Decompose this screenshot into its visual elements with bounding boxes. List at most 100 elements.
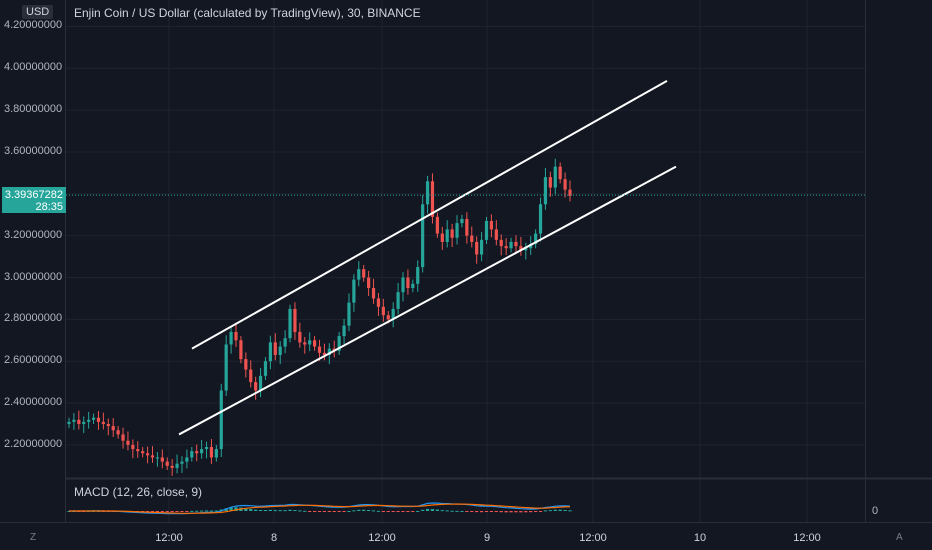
candle-body bbox=[337, 336, 341, 351]
price-tick-label: 2.20000000 bbox=[4, 437, 63, 450]
candle-body bbox=[445, 229, 449, 242]
candle-body bbox=[322, 352, 327, 355]
macd-zero-label: 0 bbox=[872, 505, 879, 517]
candle-body bbox=[524, 248, 528, 251]
candle-body bbox=[101, 421, 105, 424]
macd-bar bbox=[386, 511, 390, 512]
macd-bar bbox=[475, 511, 479, 513]
candle-body bbox=[145, 453, 150, 456]
candle-body bbox=[553, 166, 557, 188]
candle-body bbox=[185, 457, 189, 462]
price-tick-label: 4.20000000 bbox=[4, 19, 63, 32]
candle-body bbox=[509, 241, 513, 249]
candle-body bbox=[293, 308, 297, 332]
candle-body bbox=[563, 179, 567, 190]
candle-body bbox=[303, 342, 307, 345]
macd-bar bbox=[357, 509, 361, 511]
auto-scale-button[interactable]: A bbox=[896, 532, 903, 543]
macd-bar bbox=[298, 510, 302, 512]
candle-body bbox=[386, 315, 390, 320]
macd-bar bbox=[327, 511, 331, 512]
candle-body bbox=[416, 267, 420, 284]
macd-bar bbox=[543, 510, 548, 512]
candle-body bbox=[180, 461, 184, 464]
macd-bar bbox=[308, 511, 312, 512]
price-tick-label: 2.40000000 bbox=[4, 396, 63, 409]
candle-body bbox=[150, 455, 155, 458]
candle-body bbox=[401, 277, 405, 293]
candle-body bbox=[209, 446, 214, 458]
time-tick-label: 12:00 bbox=[155, 532, 183, 544]
candle-body bbox=[224, 344, 228, 391]
candle-body bbox=[155, 457, 160, 459]
candle-body bbox=[376, 298, 381, 307]
macd-bar bbox=[371, 510, 376, 512]
currency-badge[interactable]: USD bbox=[22, 5, 54, 19]
time-tick-label: 9 bbox=[483, 532, 491, 544]
zoom-reset-button[interactable]: Z bbox=[30, 532, 37, 543]
macd-bar bbox=[406, 511, 410, 512]
macd-bar bbox=[254, 509, 258, 511]
macd-bar bbox=[195, 510, 199, 512]
macd-bar bbox=[494, 511, 498, 513]
candle-body bbox=[465, 218, 469, 236]
candle-body bbox=[219, 390, 223, 450]
candle-body bbox=[342, 325, 346, 337]
current-price-label: 3.39367282 28:35 bbox=[2, 187, 66, 214]
candle-body bbox=[273, 342, 277, 355]
macd-bar bbox=[514, 511, 518, 513]
macd-bar bbox=[416, 510, 420, 512]
candle-body bbox=[67, 421, 71, 424]
price-axis[interactable]: 4.20000000 4.00000000 3.80000000 3.60000000… bbox=[0, 0, 66, 522]
candle-body bbox=[106, 423, 110, 427]
macd-bar bbox=[322, 511, 327, 512]
candle-body bbox=[268, 342, 272, 362]
price-tick-label: 2.60000000 bbox=[4, 354, 63, 367]
candle-body bbox=[558, 166, 562, 180]
candle-body bbox=[204, 446, 209, 450]
macd-bar bbox=[268, 509, 272, 511]
candle-body bbox=[239, 340, 243, 360]
candle-body bbox=[190, 451, 194, 458]
macd-bar bbox=[425, 508, 430, 511]
macd-bar bbox=[332, 511, 336, 513]
macd-bar bbox=[362, 509, 366, 511]
candle-body bbox=[450, 229, 454, 238]
macd-bar bbox=[312, 511, 317, 512]
candle-body bbox=[362, 269, 366, 278]
macd-bar bbox=[263, 510, 268, 512]
candle-body bbox=[278, 346, 282, 355]
macd-bar bbox=[160, 511, 164, 512]
macd-legend[interactable]: MACD (12, 26, close, 9) bbox=[74, 485, 203, 499]
macd-bar bbox=[568, 510, 572, 512]
macd-bar bbox=[401, 511, 405, 512]
macd-bar bbox=[155, 511, 160, 512]
macd-bar bbox=[460, 510, 464, 512]
time-tick-label: 10 bbox=[693, 532, 707, 544]
candle-body bbox=[121, 434, 125, 441]
candle-body bbox=[538, 204, 543, 234]
macd-bar bbox=[175, 511, 179, 512]
macd-bar bbox=[391, 511, 395, 512]
candle-body bbox=[479, 239, 484, 255]
channel-lines bbox=[178, 79, 677, 436]
macd-bar bbox=[411, 511, 415, 512]
macd-bar bbox=[367, 509, 371, 511]
chart-title: Enjin Coin / US Dollar (calculated by Tr… bbox=[74, 6, 421, 20]
time-axis[interactable]: Z 12:00 8 12:00 9 12:00 10 12:00 A bbox=[0, 522, 932, 550]
time-tick-label: 12:00 bbox=[368, 532, 396, 544]
candle-body bbox=[96, 417, 101, 422]
macd-bar bbox=[145, 511, 150, 512]
macd-bar bbox=[150, 511, 155, 512]
candle-body bbox=[229, 331, 233, 345]
candle-body bbox=[470, 235, 474, 242]
macd-bar bbox=[396, 511, 400, 512]
candle-body bbox=[244, 359, 248, 370]
candles bbox=[67, 158, 572, 476]
macd-bar bbox=[455, 510, 459, 512]
macd-bar bbox=[219, 509, 223, 511]
candle-body bbox=[312, 340, 317, 347]
macd-bar bbox=[180, 511, 184, 512]
